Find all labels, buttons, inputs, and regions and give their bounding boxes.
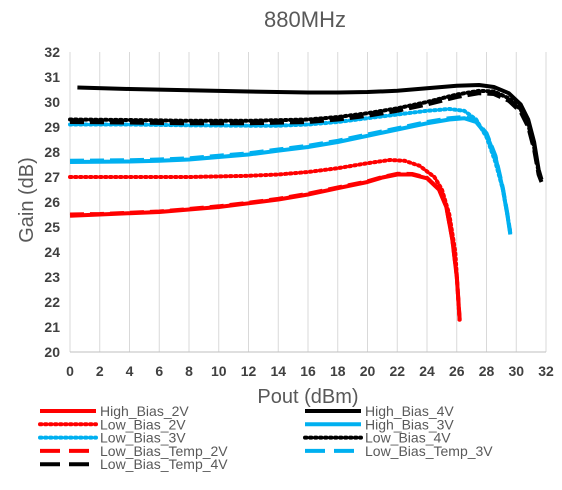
legend-label-6: Low_Bias_Temp_2V [100,443,228,459]
y-tick-2: 22 [44,294,60,310]
x-tick-16: 32 [538,363,554,379]
legend-label-1: High_Bias_4V [365,403,454,419]
x-axis-title: Pout (dBm) [257,386,358,408]
y-axis-title: Gain (dB) [16,157,38,243]
legend-label-5: Low_Bias_4V [365,430,451,446]
x-tick-5: 10 [211,363,227,379]
x-tick-10: 20 [360,363,376,379]
x-tick-0: 0 [66,363,74,379]
x-tick-14: 28 [479,363,495,379]
y-tick-labels: 20 21 22 23 24 25 26 27 28 29 30 31 32 [44,44,60,360]
x-tick-3: 6 [155,363,163,379]
legend-label-8: Low_Bias_Temp_4V [100,456,228,472]
x-tick-4: 8 [185,363,193,379]
legend-label-4: Low_Bias_3V [100,430,186,446]
x-tick-labels: 0 2 4 6 8 10 12 14 16 18 20 22 24 26 28 30 32 [66,363,554,379]
series-line-0 [69,172,462,321]
y-tick-11: 31 [44,69,60,85]
x-tick-13: 26 [449,363,465,379]
y-tick-7: 27 [44,169,60,185]
series-line-8 [69,91,544,183]
legend-label-2: Low_Bias_2V [100,416,186,432]
y-tick-5: 25 [44,219,60,235]
series-line-1 [77,83,544,181]
series-line-2 [68,158,462,324]
y-tick-3: 23 [44,269,60,285]
y-tick-0: 20 [44,344,60,360]
y-tick-1: 21 [44,319,60,335]
series-line-6 [69,171,462,320]
y-tick-6: 26 [44,194,60,210]
x-tick-2: 4 [126,363,134,379]
chart-title: 880MHz [264,7,346,32]
y-tick-9: 29 [44,119,60,135]
x-tick-1: 2 [96,363,104,379]
legend: High_Bias_2V High_Bias_4V Low_Bias_2V High_… [38,403,493,472]
series-line-7 [69,115,513,234]
x-tick-6: 12 [241,363,257,379]
x-tick-11: 22 [389,363,405,379]
x-tick-12: 24 [419,363,435,379]
grid-lines [69,52,547,353]
legend-label-0: High_Bias_2V [100,403,189,419]
series-lines [68,83,544,324]
series-line-5 [68,88,544,183]
legend-label-3: High_Bias_3V [365,416,454,432]
y-tick-4: 24 [44,244,60,260]
x-tick-15: 30 [508,363,524,379]
y-tick-12: 32 [44,44,60,60]
y-tick-10: 30 [44,94,60,110]
y-tick-8: 28 [44,144,60,160]
legend-label-7: Low_Bias_Temp_3V [365,443,493,459]
x-tick-9: 18 [330,363,346,379]
x-tick-8: 16 [300,363,316,379]
x-tick-7: 14 [270,363,286,379]
